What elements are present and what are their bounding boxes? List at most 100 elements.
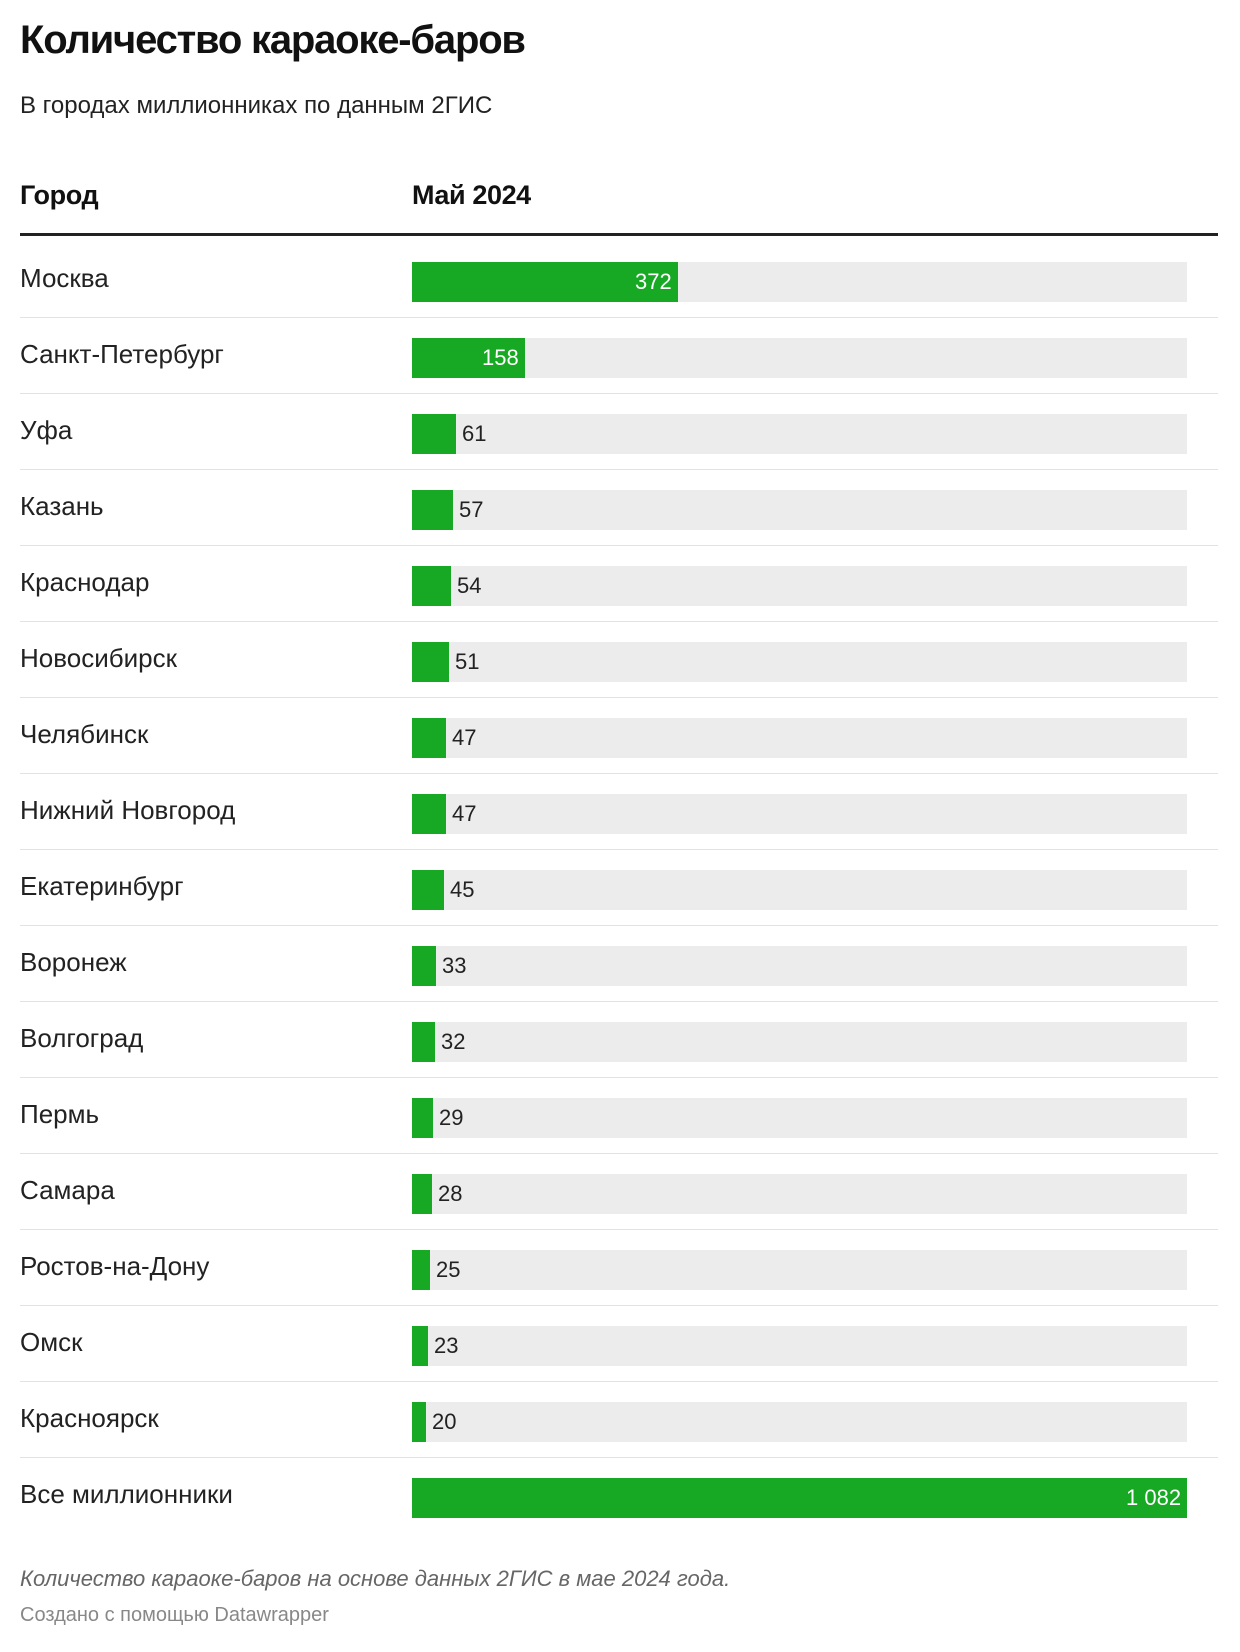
data-label: 158	[482, 345, 519, 370]
data-label: 20	[432, 1409, 457, 1434]
data-label: 47	[452, 725, 477, 750]
row-separator	[20, 1305, 1218, 1306]
column-header-value: Май 2024	[412, 180, 531, 210]
data-label: 54	[457, 573, 482, 598]
table-row: Краснодар 54	[20, 546, 1218, 622]
bar	[412, 794, 446, 834]
bar	[412, 1326, 428, 1366]
row-separator	[20, 469, 1218, 470]
row-separator	[20, 621, 1218, 622]
city-label: Волгоград	[20, 1023, 144, 1053]
bar	[412, 1022, 435, 1062]
row-separator	[20, 925, 1218, 926]
column-header-city: Город	[20, 180, 99, 210]
chart-title: Количество караоке-баров	[20, 18, 526, 62]
chart-notes: Количество караоке-баров на основе данны…	[20, 1566, 731, 1591]
data-label: 57	[459, 497, 484, 522]
bar-track: 61	[412, 414, 1187, 454]
bar	[412, 718, 446, 758]
city-label: Краснодар	[20, 567, 150, 597]
bar	[412, 338, 525, 378]
city-label: Самара	[20, 1175, 115, 1205]
row-separator	[20, 773, 1218, 774]
table-row: Воронеж 33	[20, 926, 1218, 1002]
data-label: 32	[441, 1029, 466, 1054]
table-row: Омск 23	[20, 1306, 1218, 1382]
bar-track: 45	[412, 870, 1187, 910]
table-row: Самара 28	[20, 1154, 1218, 1230]
row-separator	[20, 317, 1218, 318]
bar	[412, 946, 436, 986]
data-label: 372	[635, 269, 672, 294]
chart-credit: Создано с помощью Datawrapper	[20, 1604, 329, 1626]
data-label: 33	[442, 953, 467, 978]
bar-track: 23	[412, 1326, 1187, 1366]
bar-track: 57	[412, 490, 1187, 530]
bar-track: 25	[412, 1250, 1187, 1290]
bar-track: 158	[412, 338, 1187, 378]
table-row: Санкт-Петербург 158	[20, 318, 1218, 394]
row-separator	[20, 697, 1218, 698]
table-row: Казань 57	[20, 470, 1218, 546]
bar	[412, 490, 453, 530]
bar-track: 51	[412, 642, 1187, 682]
table-row: Пермь 29	[20, 1078, 1218, 1154]
city-label: Красноярск	[20, 1403, 159, 1433]
table-row: Москва 372	[20, 242, 1218, 318]
data-label: 61	[462, 421, 487, 446]
bar	[412, 414, 456, 454]
city-label: Уфа	[20, 415, 73, 445]
bar	[412, 1250, 430, 1290]
bar-track: 47	[412, 718, 1187, 758]
city-label: Пермь	[20, 1099, 100, 1129]
data-label: 1 082	[1126, 1485, 1182, 1510]
header-rule	[20, 233, 1218, 236]
data-label: 51	[455, 649, 480, 674]
bar-track: 32	[412, 1022, 1187, 1062]
city-label: Все миллионники	[20, 1479, 233, 1509]
city-label: Ростов-на-Дону	[20, 1251, 210, 1281]
bar-track: 54	[412, 566, 1187, 606]
bar-track: 1 082	[412, 1478, 1187, 1518]
bar	[412, 1098, 433, 1138]
bar-track: 29	[412, 1098, 1187, 1138]
data-label: 29	[439, 1105, 464, 1130]
row-separator	[20, 1001, 1218, 1002]
table-row: Новосибирск 51	[20, 622, 1218, 698]
bar-track: 372	[412, 262, 1187, 302]
city-label: Нижний Новгород	[20, 795, 236, 825]
bar	[412, 1174, 432, 1214]
chart-subtitle: В городах миллионниках по данным 2ГИС	[20, 92, 493, 119]
row-separator	[20, 1153, 1218, 1154]
city-label: Москва	[20, 263, 109, 293]
city-label: Челябинск	[20, 719, 149, 749]
city-label: Екатеринбург	[20, 871, 184, 901]
city-label: Омск	[20, 1327, 83, 1357]
row-separator	[20, 849, 1218, 850]
table-row: Екатеринбург 45	[20, 850, 1218, 926]
data-label: 47	[452, 801, 477, 826]
bar-track: 33	[412, 946, 1187, 986]
row-separator	[20, 1381, 1218, 1382]
table-row: Все миллионники 1 082	[20, 1458, 1218, 1534]
city-label: Воронеж	[20, 947, 127, 977]
bar	[412, 642, 449, 682]
data-label: 23	[434, 1333, 459, 1358]
city-label: Санкт-Петербург	[20, 339, 224, 369]
bar	[412, 262, 678, 302]
bar	[412, 1402, 426, 1442]
data-label: 45	[450, 877, 475, 902]
table-row: Челябинск 47	[20, 698, 1218, 774]
table-row: Волгоград 32	[20, 1002, 1218, 1078]
data-label: 28	[438, 1181, 463, 1206]
row-separator	[20, 545, 1218, 546]
city-label: Новосибирск	[20, 643, 177, 673]
row-separator	[20, 393, 1218, 394]
table-row: Нижний Новгород 47	[20, 774, 1218, 850]
city-label: Казань	[20, 491, 104, 521]
bar	[412, 566, 451, 606]
table-row: Уфа 61	[20, 394, 1218, 470]
bar	[412, 1478, 1187, 1518]
table-row: Красноярск 20	[20, 1382, 1218, 1458]
